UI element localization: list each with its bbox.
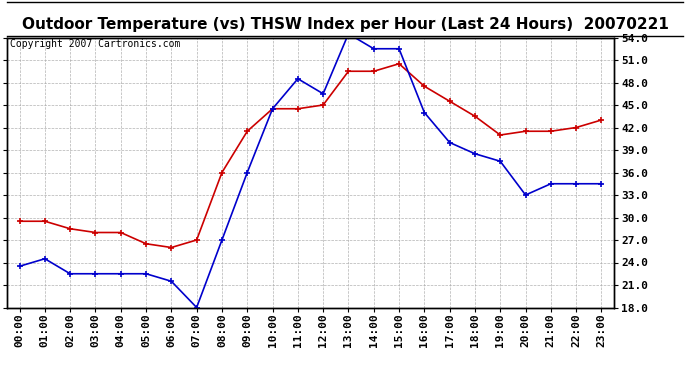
Text: Copyright 2007 Cartronics.com: Copyright 2007 Cartronics.com: [10, 39, 180, 49]
Text: Outdoor Temperature (vs) THSW Index per Hour (Last 24 Hours)  20070221: Outdoor Temperature (vs) THSW Index per …: [21, 17, 669, 32]
